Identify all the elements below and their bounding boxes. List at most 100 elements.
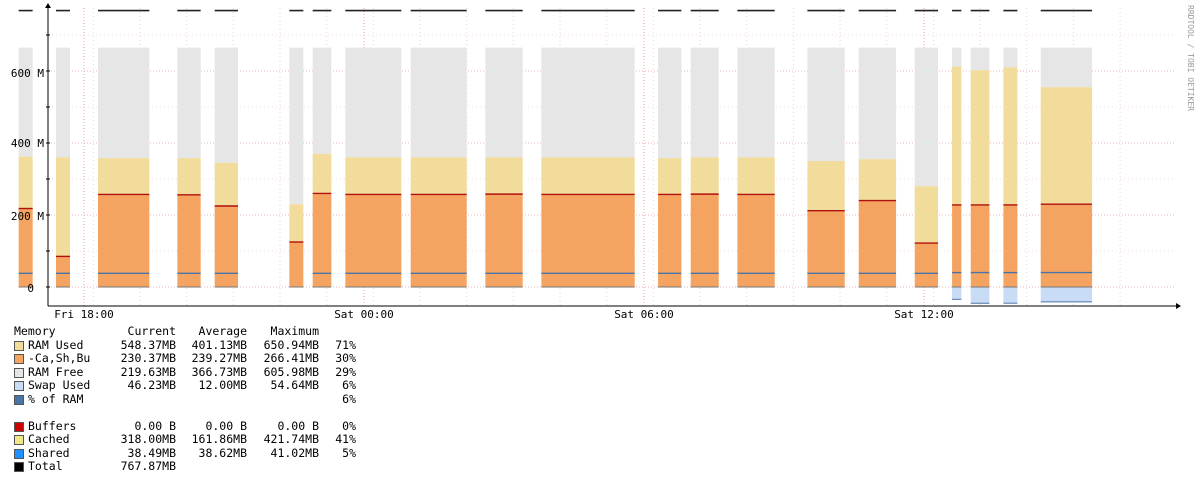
data-segment bbox=[914, 9, 939, 288]
legend-percent: 71% bbox=[335, 337, 356, 352]
legend-swatch bbox=[14, 354, 24, 364]
watermark: RRDTOOL / TOBI OETIKER bbox=[1186, 5, 1195, 111]
ram-used-area bbox=[914, 186, 939, 244]
legend-swatch bbox=[14, 421, 24, 432]
app-memory-area bbox=[807, 210, 845, 287]
ram-used-area bbox=[658, 158, 682, 195]
app-memory-area bbox=[1003, 204, 1018, 287]
ram-free-area bbox=[1040, 47, 1093, 88]
legend-row: Swap Used 46.23MB 12.00MB 54.64MB 6% bbox=[12, 378, 356, 393]
ram-free-area bbox=[214, 47, 239, 163]
data-segment bbox=[690, 9, 719, 288]
app-memory-area bbox=[289, 242, 304, 287]
ram-used-area bbox=[410, 157, 467, 195]
legend-row: RAM Used 548.37MB 401.13MB 650.94MB 71% bbox=[12, 338, 356, 353]
ram-free-area bbox=[858, 47, 897, 160]
ram-free-area bbox=[952, 47, 962, 67]
swap-area bbox=[1040, 287, 1093, 302]
data-segment bbox=[289, 9, 304, 288]
app-memory-area bbox=[177, 194, 201, 287]
legend-header-maximum: Maximum bbox=[270, 324, 319, 338]
ram-free-area bbox=[541, 47, 635, 158]
ram-used-area bbox=[177, 158, 201, 195]
legend-maximum: 266.41MB bbox=[263, 351, 319, 365]
data-segment bbox=[1003, 9, 1018, 304]
legend-row: Total 767.87MB bbox=[12, 459, 176, 474]
memory-chart: 0 200 M 400 M 600 M Fri 18:00 Sat 00:00 … bbox=[11, 3, 1195, 321]
app-memory-area bbox=[952, 204, 962, 287]
data-segment bbox=[541, 9, 635, 288]
legend-percent: 5% bbox=[342, 445, 356, 460]
legend-current: 230.37MB bbox=[120, 351, 176, 365]
swap-area bbox=[1003, 287, 1018, 304]
legend-percent: 30% bbox=[335, 351, 356, 365]
ram-free-area bbox=[737, 47, 775, 158]
legend-current: 767.87MB bbox=[120, 459, 176, 473]
app-memory-area bbox=[1040, 204, 1093, 287]
y-tick-label: 0 bbox=[27, 282, 34, 295]
legend-maximum: 0.00 B bbox=[277, 418, 319, 433]
chart-areas bbox=[18, 9, 1093, 304]
legend-swatch bbox=[14, 435, 24, 445]
app-memory-area bbox=[690, 194, 719, 287]
legend-percent: 6% bbox=[342, 378, 356, 392]
app-memory-area bbox=[214, 206, 239, 287]
legend-current: 38.49MB bbox=[127, 445, 176, 460]
data-segment bbox=[345, 9, 402, 288]
ram-used-area bbox=[312, 153, 332, 194]
legend-swatch bbox=[14, 381, 24, 391]
legend-swatch bbox=[14, 367, 24, 378]
app-memory-area bbox=[18, 208, 33, 287]
legend-current: 46.23MB bbox=[127, 378, 176, 392]
ram-used-area bbox=[485, 157, 523, 195]
x-tick-label: Fri 18:00 bbox=[54, 308, 114, 321]
legend-row: Buffers 0.00 B 0.00 B 0.00 B 0% bbox=[12, 419, 356, 434]
legend-header: Memory Current Average Maximum bbox=[12, 324, 319, 339]
legend-label: Swap Used bbox=[28, 378, 91, 392]
ram-used-area bbox=[970, 70, 990, 205]
legend-swatch bbox=[14, 448, 24, 459]
ram-free-area bbox=[98, 47, 150, 159]
x-tick-label: Sat 12:00 bbox=[894, 308, 954, 321]
data-segment bbox=[485, 9, 523, 288]
ram-free-area bbox=[289, 47, 304, 205]
legend-current: 0.00 B bbox=[134, 418, 176, 433]
ram-used-area bbox=[345, 157, 402, 195]
x-tick-label: Sat 06:00 bbox=[614, 308, 674, 321]
legend-maximum: 605.98MB bbox=[263, 364, 319, 379]
legend-average: 239.27MB bbox=[191, 351, 247, 365]
ram-free-area bbox=[55, 47, 70, 158]
legend-percent: 6% bbox=[342, 391, 356, 406]
ram-used-area bbox=[858, 159, 897, 201]
app-memory-area bbox=[345, 194, 402, 287]
legend-label: -Ca,Sh,Bu bbox=[28, 351, 91, 365]
ram-free-area bbox=[410, 47, 467, 158]
ram-used-area bbox=[98, 158, 150, 195]
data-segment bbox=[18, 9, 33, 288]
data-segment bbox=[658, 9, 682, 288]
legend-maximum: 421.74MB bbox=[263, 432, 319, 446]
data-segment bbox=[858, 9, 897, 288]
app-memory-area bbox=[970, 204, 990, 287]
legend-row: Shared 38.49MB 38.62MB 41.02MB 5% bbox=[12, 446, 356, 461]
data-segment bbox=[970, 9, 990, 304]
ram-free-area bbox=[18, 47, 33, 157]
legend-average: 38.62MB bbox=[198, 445, 247, 460]
legend-row: RAM Free 219.63MB 366.73MB 605.98MB 29% bbox=[12, 365, 356, 380]
ram-used-area bbox=[289, 204, 304, 242]
ram-used-area bbox=[18, 156, 33, 209]
y-tick-label: 200 M bbox=[11, 210, 44, 223]
legend-label: Buffers bbox=[28, 418, 77, 433]
legend-average: 366.73MB bbox=[191, 364, 247, 379]
app-memory-area bbox=[541, 194, 635, 287]
ram-free-area bbox=[690, 47, 719, 158]
legend-row: Cached 318.00MB 161.86MB 421.74MB 41% bbox=[12, 432, 356, 447]
legend-current: 318.00MB bbox=[120, 432, 176, 446]
app-memory-area bbox=[98, 194, 150, 287]
app-memory-area bbox=[312, 193, 332, 287]
legend-header-current: Current bbox=[127, 324, 176, 338]
data-segment bbox=[312, 9, 332, 288]
app-memory-area bbox=[410, 194, 467, 287]
x-axis-labels: Fri 18:00 Sat 00:00 Sat 06:00 Sat 12:00 bbox=[54, 308, 954, 321]
legend-average: 401.13MB bbox=[191, 337, 247, 352]
